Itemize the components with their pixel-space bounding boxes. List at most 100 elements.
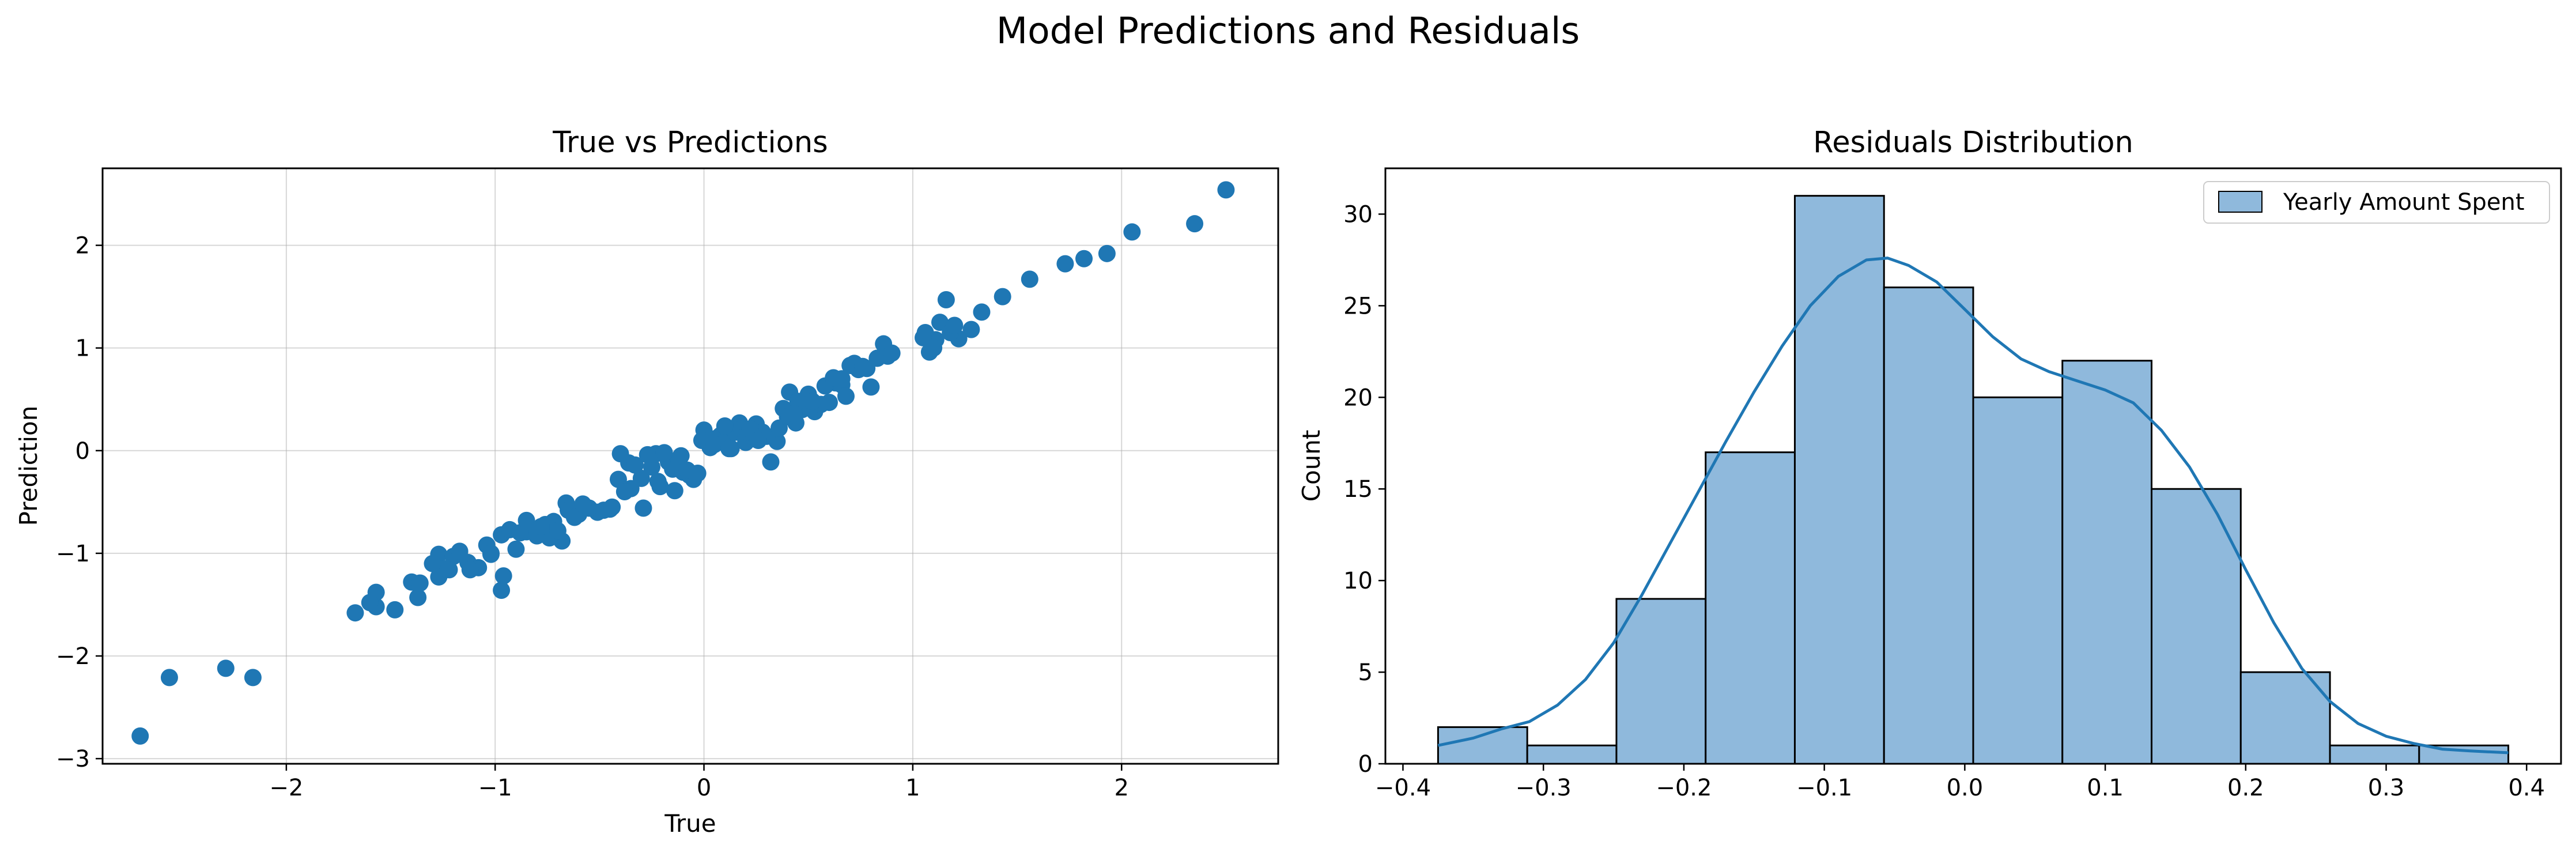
histogram-x-tick-label: 0.4 [2508, 775, 2545, 801]
scatter-point [411, 574, 429, 592]
scatter-x-tick-label: 0 [697, 775, 711, 801]
scatter-point [461, 561, 479, 579]
histogram-bar [2329, 744, 2420, 765]
scatter-x-tick-label: −2 [269, 775, 303, 801]
histogram-bar [1972, 396, 2064, 765]
scatter-point [862, 378, 880, 396]
scatter-point [655, 444, 673, 462]
histogram-x-tick-label: 0.1 [2087, 775, 2124, 801]
scatter-point [1186, 215, 1204, 233]
histogram-x-tick-label: −0.1 [1796, 775, 1852, 801]
scatter-point [494, 567, 512, 585]
scatter-point [705, 436, 723, 454]
scatter-y-tick-label: −2 [56, 643, 90, 670]
histogram-panel: −0.4 −0.3 −0.2 −0.1 0.0 0.1 0.2 0.3 0.4 0 5 10 15 20… [1297, 126, 2562, 801]
scatter-point [1056, 255, 1074, 273]
scatter-point [574, 495, 592, 513]
scatter-point [565, 508, 583, 526]
scatter-point [1098, 244, 1116, 262]
legend-label: Yearly Amount Spent [2283, 189, 2525, 216]
histogram-x-tick-label: 0.0 [1947, 775, 1984, 801]
scatter-point [1075, 250, 1093, 267]
scatter-point [716, 417, 734, 435]
histogram-bar [1615, 598, 1707, 765]
histogram-axes-frame [1384, 167, 2562, 765]
scatter-x-tick-label: −1 [478, 775, 512, 801]
scatter-point [973, 303, 991, 321]
scatter-y-label: Prediction [14, 406, 43, 526]
scatter-point [820, 394, 838, 412]
scatter-point [131, 727, 149, 745]
scatter-point [549, 522, 566, 540]
scatter-point [217, 659, 235, 677]
scatter-point [666, 482, 683, 500]
scatter-y-tick-label: 0 [75, 438, 90, 465]
scatter-point [994, 288, 1011, 306]
histogram-bar [2151, 488, 2242, 765]
histogram-y-tick-label: 30 [1343, 201, 1373, 228]
scatter-point [937, 291, 955, 308]
scatter-y-tick-label: −1 [56, 541, 90, 567]
scatter-point [532, 518, 550, 536]
scatter-point [634, 499, 652, 517]
histogram-bars [1437, 195, 2510, 765]
scatter-axes-frame [101, 167, 1279, 765]
scatter-x-tick-label: 2 [1115, 775, 1129, 801]
histogram-y-tick-label: 5 [1358, 659, 1373, 686]
scatter-point [346, 604, 364, 622]
scatter-point [632, 469, 650, 487]
scatter-point [518, 511, 535, 529]
figure-suptitle: Model Predictions and Residuals [996, 10, 1580, 52]
scatter-y-ticks: −3 −2 −1 0 1 2 [56, 233, 103, 772]
histogram-x-tick-label: −0.2 [1656, 775, 1712, 801]
histogram-bar [1793, 195, 1885, 765]
scatter-point [833, 370, 851, 388]
histogram-bar [1705, 451, 1796, 765]
histogram-y-tick-label: 15 [1343, 476, 1373, 503]
histogram-y-tick-label: 20 [1343, 384, 1373, 411]
histogram-title: Residuals Distribution [1813, 126, 2133, 160]
histogram-x-ticks: −0.4 −0.3 −0.2 −0.1 0.0 0.1 0.2 0.3 0.4 [1375, 764, 2545, 801]
scatter-point [762, 453, 780, 471]
histogram-y-label: Count [1297, 430, 1325, 502]
histogram-y-tick-label: 10 [1343, 568, 1373, 594]
scatter-point [925, 339, 943, 357]
scatter-x-tick-label: 1 [905, 775, 920, 801]
histogram-bar [1526, 744, 1618, 765]
histogram-y-ticks: 0 5 10 15 20 25 30 [1343, 201, 1385, 778]
histogram-x-tick-label: 0.3 [2368, 775, 2405, 801]
histogram-x-tick-label: −0.3 [1516, 775, 1572, 801]
scatter-point [160, 669, 178, 687]
scatter-point [853, 357, 871, 375]
scatter-point [837, 387, 855, 405]
scatter-x-ticks: −2 −1 0 1 2 [269, 764, 1129, 801]
histogram-x-tick-label: 0.2 [2227, 775, 2264, 801]
scatter-x-label: True [664, 809, 716, 838]
scatter-point [386, 601, 404, 619]
histogram-x-tick-label: −0.4 [1375, 775, 1431, 801]
histogram-y-tick-label: 0 [1358, 751, 1373, 778]
scatter-title: True vs Predictions [552, 126, 828, 160]
scatter-point [803, 393, 821, 410]
scatter-point [507, 540, 525, 558]
scatter-panel: −2 −1 0 1 2 −3 −2 −1 0 1 2 True vs Predictions Tr… [14, 126, 1279, 838]
scatter-point [409, 589, 427, 606]
scatter-point [720, 440, 738, 458]
histogram-y-tick-label: 25 [1343, 293, 1373, 319]
scatter-point [639, 446, 656, 463]
scatter-y-tick-label: −3 [56, 746, 90, 772]
scatter-point [883, 344, 901, 362]
scatter-point [626, 456, 644, 474]
scatter-point [244, 669, 262, 687]
scatter-point [946, 316, 964, 334]
scatter-point [962, 320, 980, 338]
scatter-point [424, 555, 441, 572]
histogram-bar [1883, 286, 1974, 765]
scatter-point [603, 498, 621, 516]
scatter-point [785, 405, 803, 423]
histogram-bar [2061, 360, 2153, 765]
scatter-point [482, 544, 500, 562]
histogram-bar [1437, 726, 1528, 765]
scatter-point [649, 473, 667, 491]
